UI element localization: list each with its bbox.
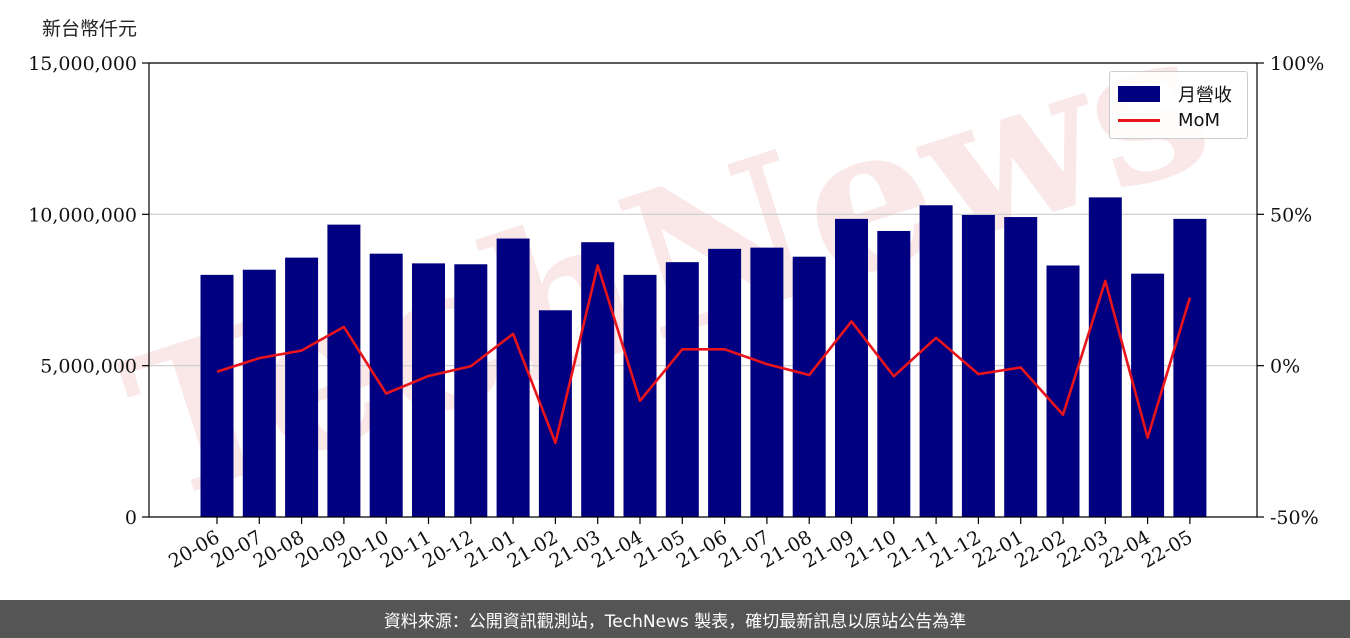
legend-label-revenue: 月營收 bbox=[1178, 85, 1232, 106]
revenue-bar bbox=[665, 262, 699, 517]
legend-item-revenue: 月營收 bbox=[1118, 81, 1232, 107]
revenue-bar bbox=[581, 242, 615, 518]
revenue-bar bbox=[496, 238, 530, 517]
left-tick-label: 15,000,000 bbox=[28, 53, 137, 75]
revenue-bar bbox=[792, 256, 826, 517]
right-tick-label: 0% bbox=[1270, 356, 1300, 378]
left-tick-label: 5,000,000 bbox=[40, 356, 137, 378]
revenue-bar bbox=[961, 214, 995, 517]
revenue-bar bbox=[835, 218, 868, 517]
left-axis-ticks: 0 5,000,000 10,000,000 15,000,000 bbox=[28, 53, 149, 529]
revenue-bar bbox=[200, 274, 234, 517]
legend-swatch-bar bbox=[1118, 86, 1160, 102]
mom-line-series bbox=[216, 264, 1192, 445]
revenue-bar bbox=[412, 263, 445, 517]
revenue-bar bbox=[919, 205, 953, 517]
revenue-bar bbox=[623, 274, 657, 517]
revenue-bar bbox=[327, 224, 361, 517]
right-tick-label: 100% bbox=[1270, 53, 1324, 75]
revenue-bar bbox=[454, 264, 488, 517]
axes bbox=[148, 62, 1258, 518]
legend-item-mom: MoM bbox=[1118, 110, 1220, 131]
revenue-bar bbox=[708, 248, 742, 517]
source-footer-text: 資料來源：公開資訊觀測站，TechNews 製表，確切最新訊息以原站公告為準 bbox=[383, 611, 967, 632]
right-tick-label: 50% bbox=[1270, 204, 1312, 226]
revenue-bar bbox=[285, 257, 319, 517]
right-axis-ticks: -50% 0% 50% 100% bbox=[1257, 53, 1324, 529]
revenue-bar bbox=[1088, 197, 1122, 517]
mom-line bbox=[216, 264, 1192, 445]
chart-area: TechNews 05,000,00010,000,00015,000,000 … bbox=[28, 0, 1324, 573]
bar-series bbox=[200, 197, 1207, 518]
x-axis-ticks: 20-0620-0720-0820-0920-1020-1120-1221-01… bbox=[165, 517, 1196, 573]
revenue-bar bbox=[877, 230, 911, 518]
revenue-bar bbox=[369, 253, 403, 517]
legend: 月營收 MoM bbox=[1109, 71, 1248, 139]
legend-label-mom: MoM bbox=[1178, 110, 1221, 131]
revenue-bar bbox=[1173, 218, 1207, 517]
left-tick-label: 0 bbox=[125, 507, 137, 529]
legend-swatch-line bbox=[1118, 119, 1160, 122]
y-axis-unit-label: 新台幣仟元 bbox=[42, 18, 138, 40]
source-footer: 資料來源：公開資訊觀測站，TechNews 製表，確切最新訊息以原站公告為準 bbox=[0, 600, 1350, 638]
left-tick-label: 10,000,000 bbox=[28, 204, 137, 226]
revenue-bar bbox=[750, 247, 784, 518]
revenue-bar bbox=[242, 269, 276, 517]
revenue-bar bbox=[1046, 265, 1080, 517]
right-tick-label: -50% bbox=[1270, 507, 1319, 529]
